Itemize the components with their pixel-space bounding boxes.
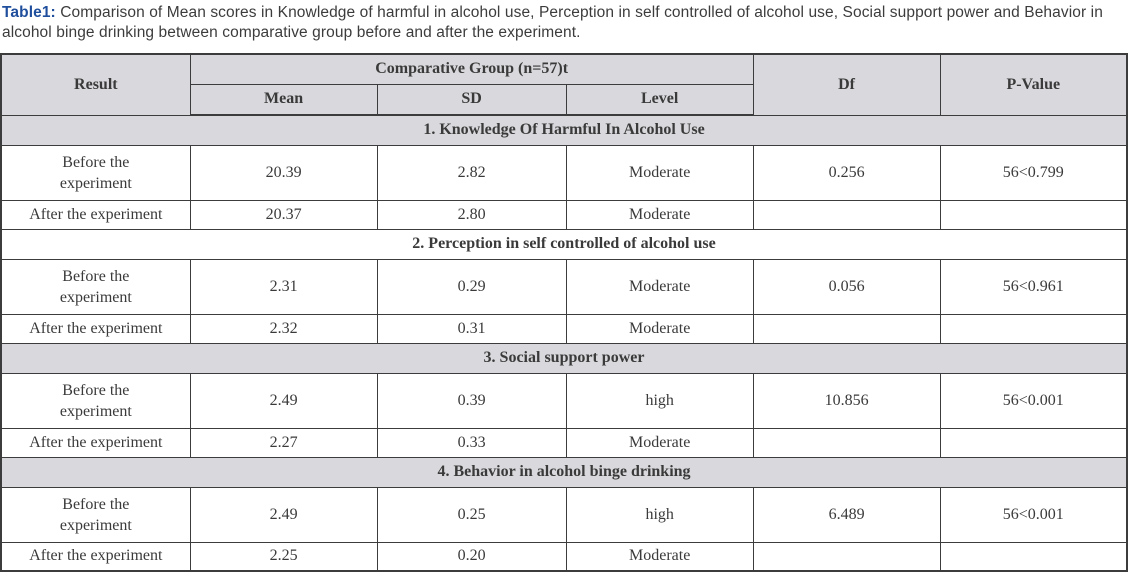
cell-result: After the experiment xyxy=(0,313,191,344)
cell-level: high xyxy=(565,372,754,429)
cell-p-value: 56<0.001 xyxy=(939,486,1128,543)
cell-p-value: 56<0.961 xyxy=(939,258,1128,315)
cell-mean: 2.27 xyxy=(189,427,378,458)
cell-p-value xyxy=(939,313,1128,344)
cell-level: Moderate xyxy=(565,541,754,572)
cell-result: After the experiment xyxy=(0,199,191,230)
cell-df xyxy=(752,427,941,458)
cell-sd: 0.31 xyxy=(376,313,567,344)
cell-sd: 0.25 xyxy=(376,486,567,543)
cell-result: After the experiment xyxy=(0,427,191,458)
cell-sd: 2.80 xyxy=(376,199,567,230)
section-title: 2. Perception in self controlled of alco… xyxy=(0,228,1128,260)
cell-result-text: Before the experiment xyxy=(59,381,132,420)
cell-result: Before the experiment xyxy=(0,372,191,429)
cell-level: Moderate xyxy=(565,427,754,458)
cell-p-value xyxy=(939,541,1128,572)
header-row-1: Result Comparative Group (n=57)t Df P-Va… xyxy=(0,53,1128,116)
cell-mean: 2.49 xyxy=(189,486,378,543)
cell-df: 0.256 xyxy=(752,144,941,201)
cell-df xyxy=(752,199,941,230)
cell-level: Moderate xyxy=(565,313,754,344)
cell-p-value xyxy=(939,427,1128,458)
cell-result-text: Before the experiment xyxy=(59,495,132,534)
cell-result: Before the experiment xyxy=(0,258,191,315)
cell-result: Before the experiment xyxy=(0,144,191,201)
results-table: Result Comparative Group (n=57)t Df P-Va… xyxy=(0,53,1128,572)
cell-df xyxy=(752,541,941,572)
cell-level: high xyxy=(565,486,754,543)
cell-level: Moderate xyxy=(565,199,754,230)
cell-mean: 20.37 xyxy=(189,199,378,230)
cell-mean: 2.32 xyxy=(189,313,378,344)
table-row: After the experiment 20.37 2.80 Moderate xyxy=(0,199,1128,230)
section-header-row: 4. Behavior in alcohol binge drinking xyxy=(0,456,1128,488)
cell-df: 10.856 xyxy=(752,372,941,429)
cell-mean: 2.25 xyxy=(189,541,378,572)
column-header-result: Result xyxy=(0,53,191,116)
cell-p-value xyxy=(939,199,1128,230)
cell-df xyxy=(752,313,941,344)
column-header-p-value: P-Value xyxy=(939,53,1128,116)
cell-result-text: Before the experiment xyxy=(59,153,132,192)
table-row: After the experiment 2.32 0.31 Moderate xyxy=(0,313,1128,344)
cell-sd: 0.39 xyxy=(376,372,567,429)
section-header-row: 2. Perception in self controlled of alco… xyxy=(0,228,1128,260)
cell-sd: 2.82 xyxy=(376,144,567,201)
header-row-2: Mean SD Level xyxy=(1,83,1127,116)
table-caption-text: Comparison of Mean scores in Knowledge o… xyxy=(2,4,1103,41)
cell-mean: 2.31 xyxy=(189,258,378,315)
cell-level: Moderate xyxy=(565,144,754,201)
cell-df: 0.056 xyxy=(752,258,941,315)
cell-sd: 0.29 xyxy=(376,258,567,315)
table-row: After the experiment 2.27 0.33 Moderate xyxy=(0,427,1128,458)
cell-result: Before the experiment xyxy=(0,486,191,543)
cell-p-value: 56<0.001 xyxy=(939,372,1128,429)
column-header-sd: SD xyxy=(376,83,567,116)
cell-result-text: Before the experiment xyxy=(59,267,132,306)
table-row: Before the experiment 2.49 0.25 high 6.4… xyxy=(0,486,1128,543)
column-header-level: Level xyxy=(565,83,754,116)
table-row: After the experiment 2.25 0.20 Moderate xyxy=(0,541,1128,572)
cell-mean: 20.39 xyxy=(189,144,378,201)
cell-sd: 0.20 xyxy=(376,541,567,572)
cell-level: Moderate xyxy=(565,258,754,315)
table-caption-label: Table1: xyxy=(2,4,56,21)
section-title: 3. Social support power xyxy=(0,342,1128,374)
column-header-comparative-group: Comparative Group (n=57)t xyxy=(189,53,754,85)
table-caption: Table1: Comparison of Mean scores in Kno… xyxy=(0,0,1128,42)
cell-sd: 0.33 xyxy=(376,427,567,458)
table-row: Before the experiment 2.31 0.29 Moderate… xyxy=(0,258,1128,315)
section-title: 1. Knowledge Of Harmful In Alcohol Use xyxy=(0,114,1128,146)
section-title: 4. Behavior in alcohol binge drinking xyxy=(0,456,1128,488)
table-row: Before the experiment 20.39 2.82 Moderat… xyxy=(0,144,1128,201)
cell-df: 6.489 xyxy=(752,486,941,543)
cell-p-value: 56<0.799 xyxy=(939,144,1128,201)
section-header-row: 1. Knowledge Of Harmful In Alcohol Use xyxy=(0,114,1128,146)
cell-mean: 2.49 xyxy=(189,372,378,429)
section-header-row: 3. Social support power xyxy=(0,342,1128,374)
table-row: Before the experiment 2.49 0.39 high 10.… xyxy=(0,372,1128,429)
cell-result: After the experiment xyxy=(0,541,191,572)
column-header-df: Df xyxy=(752,53,941,116)
column-header-mean: Mean xyxy=(189,83,378,116)
